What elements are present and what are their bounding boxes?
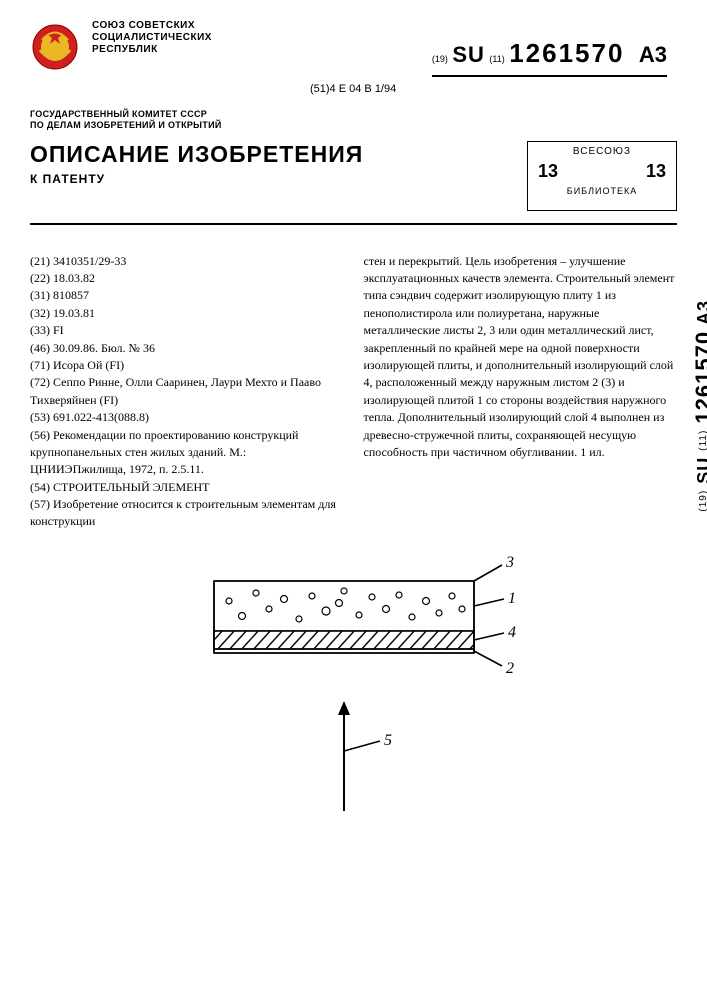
field-33: (33) FI (30, 322, 344, 339)
label-2: 2 (506, 660, 514, 677)
label-1: 1 (508, 590, 516, 607)
side-publication-label: (19) SU (11) 1261570 A3 (691, 300, 707, 512)
side-code-11: (11) (698, 430, 707, 451)
ussr-emblem-icon (30, 20, 80, 75)
title-block: ОПИСАНИЕ ИЗОБРЕТЕНИЯ К ПАТЕНТУ ВСЕСОЮЗ 1… (30, 141, 677, 211)
field-46: (46) 30.09.86. Бюл. № 36 (30, 340, 344, 357)
stamp-top: ВСЕСОЮЗ (528, 142, 676, 157)
title-left: ОПИСАНИЕ ИЗОБРЕТЕНИЯ К ПАТЕНТУ (30, 141, 527, 186)
field-57: (57) Изобретение относится к строительны… (30, 496, 344, 531)
authority: ГОСУДАРСТВЕННЫЙ КОМИТЕТ СССР ПО ДЕЛАМ ИЗ… (30, 109, 677, 131)
stamp-bottom: БИБЛИОТЕКА (528, 186, 676, 196)
header-rule (432, 75, 667, 77)
field-56: (56) Рекомендации по проектированию конс… (30, 427, 344, 479)
field-54: (54) СТРОИТЕЛЬНЫЙ ЭЛЕМЕНТ (30, 479, 344, 496)
label-3: 3 (505, 554, 514, 571)
country-code: SU (452, 42, 485, 67)
left-column: (21) 3410351/29-33 (22) 18.03.82 (31) 81… (30, 253, 344, 531)
side-number: 1261570 (691, 331, 707, 424)
field-71: (71) Исора Ой (FI) (30, 357, 344, 374)
field-22: (22) 18.03.82 (30, 270, 344, 287)
page: СОЮЗ СОВЕТСКИХ СОЦИАЛИСТИЧЕСКИХ РЕСПУБЛИ… (0, 0, 707, 1000)
ipc-code: (51)4 E 04 B 1/94 (310, 83, 677, 95)
stamp-left-num: 13 (538, 161, 558, 182)
stamp-mid: 13 13 (528, 157, 676, 186)
library-stamp: ВСЕСОЮЗ 13 13 БИБЛИОТЕКА (527, 141, 677, 211)
figure-1: 3 1 4 2 5 (30, 551, 677, 851)
right-column: стен и перекрытий. Цель изобретения – ул… (364, 253, 678, 531)
separator-rule (30, 223, 677, 225)
side-country: SU (694, 457, 707, 484)
side-kind: A3 (694, 300, 707, 325)
pub-number: 1261570 (509, 38, 624, 68)
union-line2: СОЦИАЛИСТИЧЕСКИХ (92, 32, 212, 44)
bibliography: (21) 3410351/29-33 (22) 18.03.82 (31) 81… (30, 253, 677, 531)
kind-code: A3 (639, 42, 667, 67)
abstract-text: стен и перекрытий. Цель изобретения – ул… (364, 253, 678, 462)
side-code-19: (19) (698, 490, 707, 512)
field-21: (21) 3410351/29-33 (30, 253, 344, 270)
stamp-right-num: 13 (646, 161, 666, 182)
code-19: (19) (432, 54, 448, 64)
main-title: ОПИСАНИЕ ИЗОБРЕТЕНИЯ (30, 141, 527, 168)
label-4: 4 (508, 624, 516, 641)
field-53: (53) 691.022-413(088.8) (30, 409, 344, 426)
union-text: СОЮЗ СОВЕТСКИХ СОЦИАЛИСТИЧЕСКИХ РЕСПУБЛИ… (92, 20, 212, 56)
union-line3: РЕСПУБЛИК (92, 44, 212, 56)
publication-number: (19) SU (11) 1261570 A3 (432, 38, 667, 77)
field-72: (72) Сеппо Ринне, Олли Сааринен, Лаури М… (30, 374, 344, 409)
authority-line1: ГОСУДАРСТВЕННЫЙ КОМИТЕТ СССР (30, 109, 677, 120)
code-11: (11) (489, 54, 504, 64)
field-31: (31) 810857 (30, 287, 344, 304)
union-line1: СОЮЗ СОВЕТСКИХ (92, 20, 212, 32)
field-32: (32) 19.03.81 (30, 305, 344, 322)
sub-title: К ПАТЕНТУ (30, 172, 527, 186)
sandwich-element-diagram: 3 1 4 2 5 (144, 551, 564, 851)
authority-line2: ПО ДЕЛАМ ИЗОБРЕТЕНИЙ И ОТКРЫТИЙ (30, 120, 677, 131)
label-5: 5 (384, 732, 392, 749)
